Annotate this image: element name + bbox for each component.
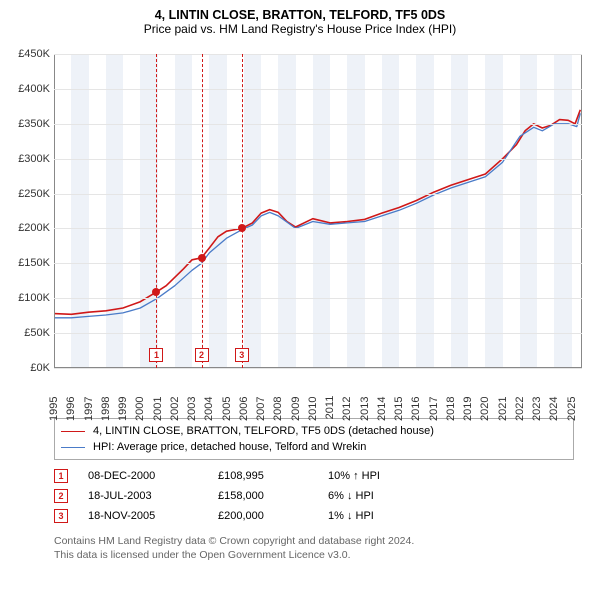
event-row-price: £200,000 [218, 510, 308, 522]
event-row-price: £158,000 [218, 490, 308, 502]
gridline [54, 54, 582, 55]
event-row-marker: 2 [54, 489, 68, 503]
x-axis-label: 2025 [566, 396, 578, 420]
chart-title: 4, LINTIN CLOSE, BRATTON, TELFORD, TF5 0… [8, 8, 592, 22]
x-axis-label: 1998 [100, 396, 112, 420]
x-axis-label: 2011 [324, 396, 336, 420]
line-series-svg [54, 54, 582, 368]
x-axis-label: 2022 [514, 396, 526, 420]
event-table: 1 08-DEC-2000 £108,995 10% ↑ HPI 2 18-JUL-200… [54, 466, 574, 526]
event-dot [238, 224, 246, 232]
x-axis-label: 2020 [479, 396, 491, 420]
y-axis-label: £0K [8, 362, 50, 374]
x-axis-label: 2006 [238, 396, 250, 420]
plot-region: 1 2 3 [54, 54, 582, 368]
gridline [54, 228, 582, 229]
event-marker-box: 3 [235, 348, 249, 362]
y-axis-label: £400K [8, 83, 50, 95]
event-marker-box: 2 [195, 348, 209, 362]
gridline [54, 159, 582, 160]
legend-label: 4, LINTIN CLOSE, BRATTON, TELFORD, TF5 0… [93, 425, 434, 437]
series-hpi [54, 113, 580, 317]
x-axis-label: 2021 [497, 396, 509, 420]
event-row: 3 18-NOV-2005 £200,000 1% ↓ HPI [54, 506, 574, 526]
y-axis-label: £150K [8, 257, 50, 269]
series-property [54, 110, 580, 314]
x-axis-label: 2002 [169, 396, 181, 420]
event-marker-box: 1 [149, 348, 163, 362]
gridline [54, 368, 582, 369]
x-axis-label: 2015 [393, 396, 405, 420]
x-axis-label: 2019 [462, 396, 474, 420]
x-axis-label: 2014 [376, 396, 388, 420]
event-row-delta: 10% ↑ HPI [328, 470, 418, 482]
x-axis-label: 2016 [410, 396, 422, 420]
legend: 4, LINTIN CLOSE, BRATTON, TELFORD, TF5 0… [54, 418, 574, 460]
chart-subtitle: Price paid vs. HM Land Registry's House … [8, 22, 592, 36]
x-axis-label: 2004 [203, 396, 215, 420]
gridline [54, 89, 582, 90]
x-axis-label: 2005 [221, 396, 233, 420]
footer-line: Contains HM Land Registry data © Crown c… [54, 534, 574, 548]
x-axis-label: 2001 [152, 396, 164, 420]
chart-container: 4, LINTIN CLOSE, BRATTON, TELFORD, TF5 0… [0, 0, 600, 568]
x-axis-label: 2018 [445, 396, 457, 420]
footer-line: This data is licensed under the Open Gov… [54, 548, 574, 562]
event-row-delta: 6% ↓ HPI [328, 490, 418, 502]
y-axis-label: £250K [8, 188, 50, 200]
legend-swatch [61, 431, 85, 432]
legend-label: HPI: Average price, detached house, Telf… [93, 441, 366, 453]
legend-swatch [61, 447, 85, 448]
y-axis-label: £300K [8, 153, 50, 165]
event-row: 1 08-DEC-2000 £108,995 10% ↑ HPI [54, 466, 574, 486]
x-axis-label: 2008 [272, 396, 284, 420]
event-dot [198, 254, 206, 262]
event-row-delta: 1% ↓ HPI [328, 510, 418, 522]
x-axis-label: 2003 [186, 396, 198, 420]
x-axis-label: 1996 [65, 396, 77, 420]
gridline [54, 298, 582, 299]
gridline [54, 194, 582, 195]
event-dot [152, 288, 160, 296]
y-axis-label: £450K [8, 48, 50, 60]
event-row: 2 18-JUL-2003 £158,000 6% ↓ HPI [54, 486, 574, 506]
event-line [156, 54, 157, 368]
attribution-footer: Contains HM Land Registry data © Crown c… [54, 534, 574, 562]
event-row-price: £108,995 [218, 470, 308, 482]
chart-area: 1 2 3 £0K £50K £100K £150K £200K £250K £300K £350… [8, 42, 592, 412]
x-axis-label: 2012 [341, 396, 353, 420]
gridline [54, 263, 582, 264]
x-axis-label: 2024 [548, 396, 560, 420]
y-axis-label: £100K [8, 292, 50, 304]
y-axis-label: £200K [8, 222, 50, 234]
legend-item: 4, LINTIN CLOSE, BRATTON, TELFORD, TF5 0… [61, 423, 567, 439]
x-axis-label: 2013 [359, 396, 371, 420]
event-line [202, 54, 203, 368]
event-row-marker: 1 [54, 469, 68, 483]
x-axis-label: 2000 [134, 396, 146, 420]
x-axis-label: 2010 [307, 396, 319, 420]
x-axis-label: 2017 [428, 396, 440, 420]
x-axis-label: 1999 [117, 396, 129, 420]
event-line [242, 54, 243, 368]
gridline [54, 333, 582, 334]
event-row-date: 08-DEC-2000 [88, 470, 198, 482]
event-row-marker: 3 [54, 509, 68, 523]
event-row-date: 18-JUL-2003 [88, 490, 198, 502]
x-axis-label: 2007 [255, 396, 267, 420]
x-axis-label: 2009 [290, 396, 302, 420]
event-row-date: 18-NOV-2005 [88, 510, 198, 522]
legend-item: HPI: Average price, detached house, Telf… [61, 439, 567, 455]
x-axis-label: 2023 [531, 396, 543, 420]
y-axis-label: £350K [8, 118, 50, 130]
gridline [54, 124, 582, 125]
x-axis-label: 1995 [48, 396, 60, 420]
x-axis-label: 1997 [83, 396, 95, 420]
y-axis-label: £50K [8, 327, 50, 339]
